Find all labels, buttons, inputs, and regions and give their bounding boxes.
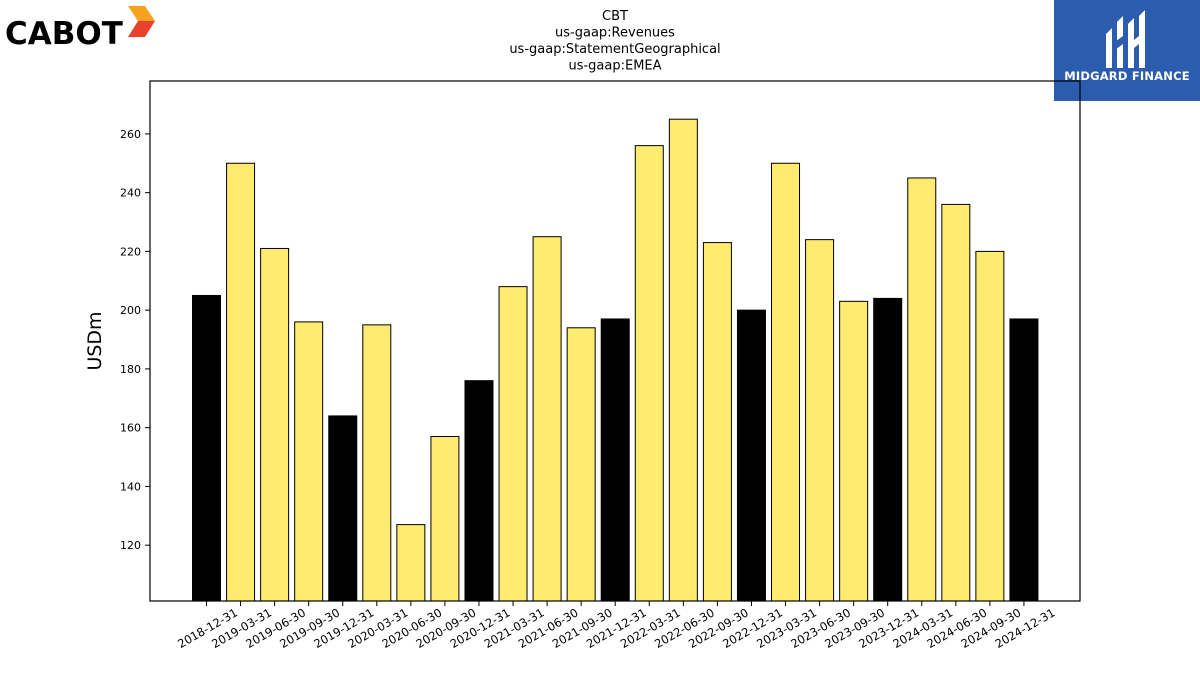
bar-2019-03-31: [226, 162, 256, 602]
bar-2022-09-30: [702, 242, 732, 602]
y-tick-label: 140: [120, 480, 141, 493]
cabot-logo: CABOT: [5, 6, 155, 50]
chart-title-line: CBT: [602, 9, 628, 24]
y-tick-label: 260: [120, 128, 141, 141]
midgard-finance-logo: MIDGARD FINANCE: [1054, 0, 1200, 101]
bar-2022-12-31: [736, 309, 766, 602]
bar-2023-03-31: [771, 162, 801, 602]
bar-2023-12-31: [873, 297, 903, 602]
cabot-logo-mark-bottom: [128, 21, 155, 37]
y-axis-label: USDm: [84, 311, 106, 370]
midgard-logo-mark: [1106, 10, 1145, 68]
cabot-logo-text: CABOT: [5, 16, 123, 50]
cabot-logo-mark-top: [128, 6, 155, 21]
bar-2019-09-30: [294, 321, 324, 602]
y-tick-label: 220: [120, 245, 141, 258]
y-tick-label: 160: [120, 422, 141, 435]
bar-2020-09-30: [430, 435, 460, 602]
bar-2021-06-30: [532, 236, 562, 602]
chart-title: CBT us-gaap:Revenuesus-gaap:StatementGeog…: [509, 9, 720, 74]
bar-2019-12-31: [328, 415, 358, 602]
chart-bars: [192, 118, 1039, 602]
bar-2020-12-31: [464, 380, 494, 602]
plot-frame: [149, 80, 1081, 602]
bar-2021-03-31: [498, 286, 528, 602]
y-tick-label: 240: [120, 187, 141, 200]
y-tick-label: 120: [120, 539, 141, 552]
bar-2021-12-31: [600, 318, 630, 602]
bar-2022-03-31: [634, 145, 664, 602]
bar-2024-09-30: [975, 250, 1005, 602]
x-axis: 2018-12-312019-03-312019-06-302019-09-30…: [175, 601, 1057, 651]
bar-2023-09-30: [839, 300, 869, 602]
y-axis: 120 140 160 180 200 220 240 260: [120, 128, 150, 552]
y-tick-label: 200: [120, 304, 141, 317]
bar-2024-06-30: [941, 203, 971, 602]
chart-title-line: us-gaap:StatementGeographical: [509, 42, 720, 57]
bar-2024-12-31: [1009, 318, 1039, 602]
bar-2024-03-31: [907, 177, 937, 602]
chart-title-line: us-gaap:EMEA: [568, 59, 661, 74]
bar-2018-12-31: [192, 294, 221, 602]
bar-2021-09-30: [566, 327, 596, 602]
bar-2023-06-30: [805, 239, 835, 602]
y-tick-label: 180: [120, 363, 141, 376]
midgard-logo-text: MIDGARD FINANCE: [1064, 69, 1190, 83]
chart-title-line: us-gaap:Revenues: [555, 26, 675, 41]
bar-2020-06-30: [396, 524, 426, 602]
bar-2020-03-31: [362, 324, 392, 602]
bar-2019-06-30: [260, 247, 290, 602]
bar-2022-06-30: [668, 118, 698, 602]
